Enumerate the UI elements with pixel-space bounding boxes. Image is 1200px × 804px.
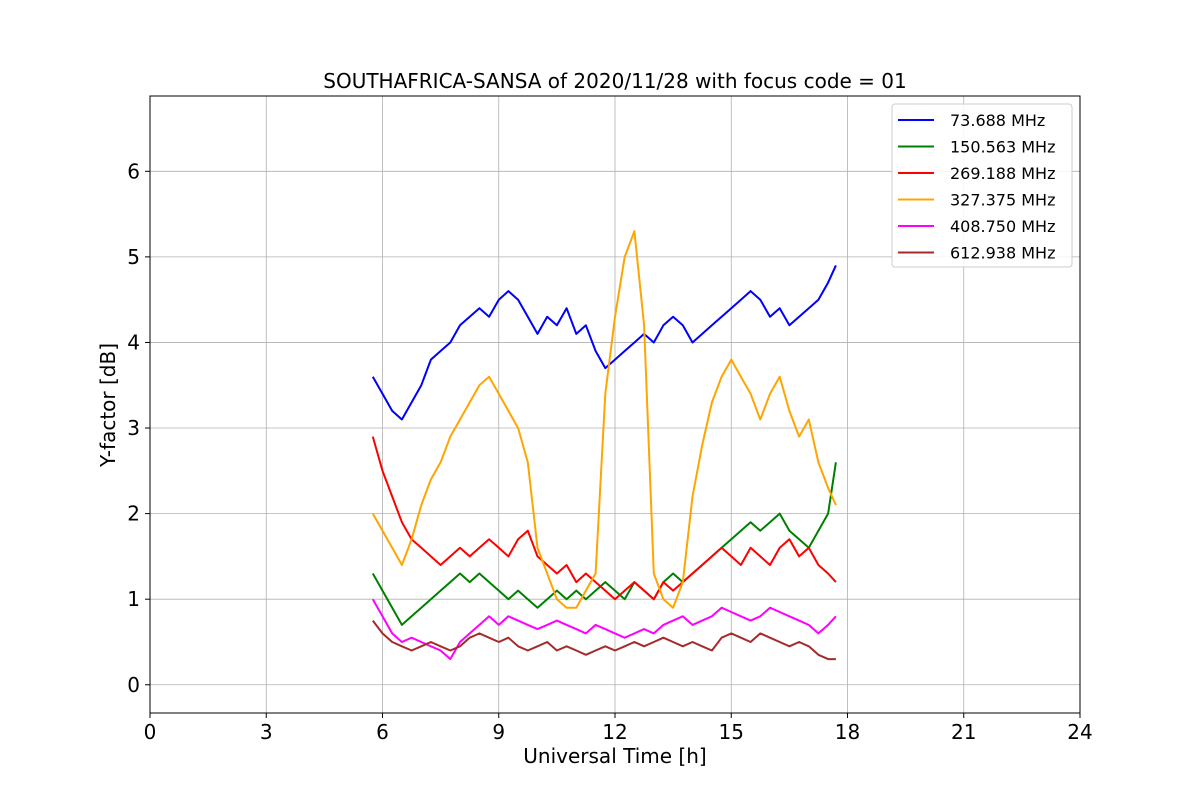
series-line-5 — [371, 598, 837, 661]
series-line-3 — [371, 436, 837, 601]
y-tick-label: 0 — [127, 673, 140, 697]
x-tick-label: 0 — [144, 720, 157, 744]
series-lines — [371, 230, 837, 661]
legend-entry: 327.375 MHz — [898, 191, 1055, 210]
x-tick-label: 21 — [951, 720, 976, 744]
plot-area — [371, 230, 837, 661]
x-axis-label: Universal Time [h] — [523, 744, 706, 768]
y-tick-label: 3 — [127, 416, 140, 440]
y-tick-label: 2 — [127, 502, 140, 526]
x-tick-label: 3 — [260, 720, 273, 744]
series-line-6 — [372, 619, 836, 661]
y-tick-label: 6 — [127, 159, 140, 183]
legend-box — [891, 103, 1073, 268]
legend-label: 73.688 MHz — [950, 111, 1045, 130]
y-axis-ticks: 0 1 2 3 4 5 6 — [127, 159, 150, 697]
legend: 73.688 MHz 150.563 MHz 269.188 MHz 327.375 … — [891, 103, 1073, 268]
x-axis-ticks: 0 3 6 9 12 15 18 21 24 — [144, 713, 1093, 744]
legend-label: 269.188 MHz — [950, 164, 1055, 183]
y-tick-label: 5 — [127, 245, 140, 269]
series-line-1 — [371, 264, 837, 421]
x-tick-label: 24 — [1067, 720, 1092, 744]
legend-entry: 408.750 MHz — [898, 217, 1055, 236]
x-tick-label: 15 — [719, 720, 744, 744]
legend-entry: 150.563 MHz — [898, 138, 1055, 157]
legend-entry: 269.188 MHz — [898, 164, 1055, 183]
x-tick-label: 18 — [835, 720, 860, 744]
legend-label: 327.375 MHz — [950, 191, 1055, 210]
x-tick-label: 9 — [492, 720, 505, 744]
y-axis-label: Y-factor [dB] — [96, 343, 120, 468]
y-tick-label: 4 — [127, 330, 140, 354]
x-tick-label: 12 — [602, 720, 627, 744]
series-line-4 — [371, 230, 837, 609]
legend-label: 612.938 MHz — [950, 244, 1055, 263]
x-tick-label: 6 — [376, 720, 389, 744]
y-tick-label: 1 — [127, 587, 140, 611]
chart-title: SOUTHAFRICA-SANSA of 2020/11/28 with foc… — [323, 69, 907, 93]
legend-label: 150.563 MHz — [950, 138, 1055, 157]
series-line-2 — [371, 462, 837, 626]
legend-entry: 612.938 MHz — [898, 244, 1055, 263]
legend-entry: 73.688 MHz — [898, 111, 1045, 130]
legend-label: 408.750 MHz — [950, 217, 1055, 236]
